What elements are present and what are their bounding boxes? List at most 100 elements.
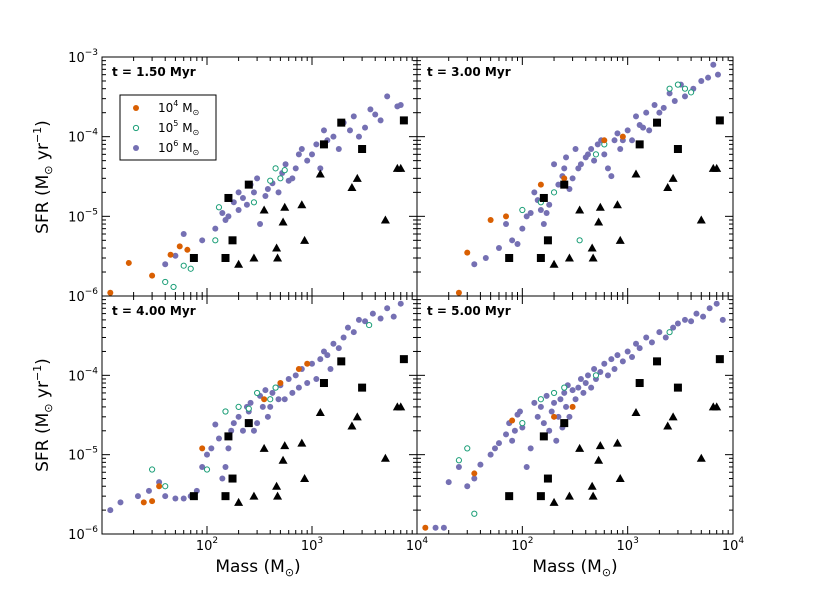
- data-point-1e5: [148, 466, 156, 473]
- data-point-1e6: [281, 396, 288, 403]
- triangle-marker: [663, 183, 673, 192]
- triangle-marker: [631, 169, 641, 178]
- triangle-marker: [663, 421, 673, 430]
- data-point-1e6: [208, 445, 215, 452]
- data-point-1e5: [471, 510, 478, 517]
- data-point-1e6: [219, 475, 226, 482]
- legend-marker: [133, 145, 139, 151]
- data-point-1e5: [272, 165, 279, 172]
- y-tick-label: 10−4: [68, 366, 98, 384]
- data-point-1e6: [250, 189, 257, 196]
- data-point-1e5: [245, 405, 252, 412]
- triangle-marker: [300, 235, 310, 244]
- data-point-1e6: [591, 366, 598, 373]
- data-point-1e6: [495, 245, 502, 252]
- data-point-1e6: [624, 127, 631, 134]
- data-point-1e4: [149, 498, 156, 505]
- data-point-1e6: [693, 310, 700, 317]
- data-point-1e6: [362, 318, 369, 325]
- data-point-1e6: [572, 396, 579, 403]
- triangle-marker: [380, 215, 390, 224]
- data-point-1e4: [107, 289, 114, 296]
- square-marker: [543, 474, 552, 483]
- data-point-1e6: [295, 151, 302, 158]
- data-point-1e6: [710, 61, 717, 68]
- data-point-1e6: [285, 375, 292, 382]
- triangle-marker: [588, 253, 598, 262]
- data-point-1e6: [455, 463, 462, 470]
- square-marker: [319, 140, 328, 149]
- data-point-1e6: [199, 463, 206, 470]
- square-marker: [337, 118, 346, 127]
- data-point-1e4: [125, 259, 132, 266]
- triangle-marker: [631, 408, 641, 417]
- data-point-1e6: [551, 399, 558, 406]
- data-point-1e6: [471, 261, 478, 268]
- data-point-1e4: [551, 413, 558, 420]
- y-tick-label: 10−6: [68, 525, 98, 543]
- data-point-1e6: [705, 74, 712, 81]
- panel-3: t = 4.00 Myr 10−6 10−5 10−4 102 103 104: [68, 295, 428, 554]
- data-point-1e5: [272, 384, 279, 391]
- data-point-1e6: [575, 384, 582, 391]
- data-point-1e6: [561, 165, 568, 172]
- data-point-1e4: [422, 524, 429, 531]
- data-point-1e5: [253, 389, 261, 397]
- data-point-1e5: [170, 283, 177, 291]
- panel-ticks: [416, 57, 733, 297]
- data-point-1e6: [491, 445, 498, 452]
- data-point-1e6: [239, 194, 246, 201]
- data-point-1e6: [588, 146, 595, 153]
- square-marker: [715, 116, 724, 125]
- data-point-1e6: [604, 165, 611, 172]
- data-point-1e6: [551, 161, 558, 168]
- panel-ticks: [101, 296, 417, 535]
- square-marker: [221, 253, 230, 262]
- triangle-marker: [712, 402, 722, 411]
- data-point-1e4: [455, 289, 462, 296]
- y-tick-label: 10−6: [68, 287, 98, 305]
- data-point-1e6: [688, 318, 695, 325]
- data-point-1e6: [555, 413, 562, 420]
- data-point-1e5: [681, 85, 689, 92]
- data-point-1e5: [162, 278, 169, 286]
- panel-title: t = 3.00 Myr: [427, 65, 511, 79]
- data-point-1e6: [117, 499, 124, 506]
- data-point-1e6: [546, 201, 553, 208]
- data-point-1e6: [362, 124, 369, 131]
- data-point-1e4: [509, 417, 516, 424]
- data-point-1e6: [228, 427, 235, 434]
- data-point-1e6: [235, 413, 242, 420]
- legend-label: 105 M⊙: [158, 119, 199, 137]
- data-point-1e6: [601, 360, 608, 367]
- data-point-1e5: [180, 262, 187, 269]
- panel-marks: [107, 300, 408, 514]
- data-point-1e6: [204, 451, 210, 458]
- panel-frame: [416, 295, 734, 535]
- triangle-marker: [259, 443, 269, 452]
- triangle-marker: [249, 491, 259, 500]
- data-point-1e6: [324, 352, 331, 359]
- triangle-marker: [278, 217, 288, 226]
- data-point-1e6: [660, 104, 667, 111]
- data-point-1e6: [180, 495, 187, 502]
- data-point-1e6: [199, 237, 206, 244]
- triangle-marker: [272, 481, 282, 490]
- panel-frame: [101, 295, 418, 535]
- data-point-1e6: [225, 213, 232, 220]
- panel-2: t = 3.00 Myr: [416, 56, 734, 297]
- triangle-marker: [234, 497, 244, 506]
- data-point-1e6: [534, 413, 541, 420]
- data-point-1e6: [275, 189, 282, 196]
- data-point-1e6: [540, 221, 547, 228]
- data-point-1e6: [313, 141, 320, 148]
- data-point-1e6: [230, 420, 237, 427]
- data-point-1e6: [714, 71, 721, 78]
- data-point-1e6: [577, 161, 584, 168]
- data-point-1e6: [162, 261, 169, 268]
- square-marker: [399, 116, 408, 125]
- data-point-1e5: [666, 85, 673, 92]
- square-marker: [358, 383, 367, 392]
- data-point-1e6: [636, 345, 643, 352]
- data-point-1e6: [543, 392, 550, 399]
